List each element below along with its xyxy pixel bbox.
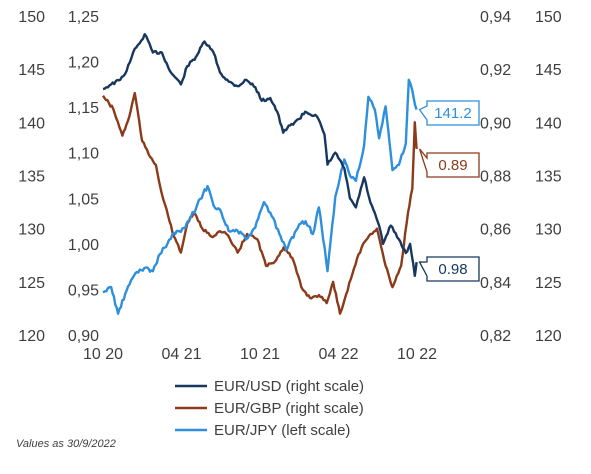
x-tick-label: 04 21: [161, 346, 201, 363]
left-inner-tick-label: 1,05: [68, 191, 99, 208]
series-line-eur-gbp: [102, 91, 418, 315]
left-outer-tick-label: 140: [18, 115, 45, 132]
lines-layer: [102, 33, 418, 315]
left-inner-tick-label: 0,95: [68, 282, 99, 299]
right-outer-tick-label: 120: [535, 328, 562, 345]
legend-label: EUR/JPY (left scale): [214, 422, 350, 439]
end-value-label: 0.98: [438, 261, 467, 278]
right-inner-tick-label: 0,88: [480, 169, 511, 186]
end-value-label: 0.89: [438, 157, 467, 174]
end-value-callout-box: [418, 256, 480, 282]
left-outer-tick-label: 135: [18, 169, 45, 186]
left-outer-tick-label: 145: [18, 62, 45, 79]
right-inner-tick-label: 0,82: [480, 328, 511, 345]
legend-label: EUR/USD (right scale): [214, 378, 364, 395]
right-inner-tick-label: 0,84: [480, 275, 511, 292]
end-value-callout-box: [418, 100, 480, 126]
left-inner-tick-label: 1,15: [68, 100, 99, 117]
left-outer-tick-label: 150: [18, 9, 45, 26]
right-inner-tick-label: 0,94: [480, 9, 511, 26]
callouts-layer: 141.2 0.89 0.98: [418, 100, 480, 282]
right-outer-tick-label: 130: [535, 222, 562, 239]
left-inner-tick-label: 0,90: [68, 328, 99, 345]
right-inner-tick-label: 0,90: [480, 115, 511, 132]
left-inner-tick-label: 1,00: [68, 237, 99, 254]
left-inner-tick-label: 1,25: [68, 9, 99, 26]
right-outer-tick-label: 135: [535, 169, 562, 186]
legend: EUR/USD (right scale) EUR/GBP (right scal…: [175, 378, 364, 439]
end-value-callout-box: [418, 148, 480, 178]
left-outer-tick-label: 120: [18, 328, 45, 345]
left-inner-tick-label: 1,20: [68, 55, 99, 72]
left-outer-tick-label: 125: [18, 275, 45, 292]
axes-layer: 150 145 140 135 130 125 120 1,25 1,20 1,15 1,10 1,0…: [18, 9, 562, 363]
x-tick-label: 10 21: [240, 346, 280, 363]
legend-label: EUR/GBP (right scale): [214, 400, 364, 417]
series-line-eur-usd: [102, 33, 418, 277]
right-outer-tick-label: 145: [535, 62, 562, 79]
x-tick-label: 10 20: [83, 346, 123, 363]
right-outer-tick-label: 150: [535, 9, 562, 26]
x-tick-label: 10 22: [397, 346, 437, 363]
x-tick-label: 04 22: [318, 346, 358, 363]
footnote: Values as 30/9/2022: [16, 438, 116, 450]
end-value-label: 141.2: [434, 105, 472, 122]
right-inner-tick-label: 0,92: [480, 62, 511, 79]
left-inner-tick-label: 1,10: [68, 146, 99, 163]
right-outer-tick-label: 140: [535, 115, 562, 132]
right-outer-tick-label: 125: [535, 275, 562, 292]
left-outer-tick-label: 130: [18, 222, 45, 239]
series-line-eur-jpy: [102, 78, 418, 315]
right-inner-tick-label: 0,86: [480, 222, 511, 239]
